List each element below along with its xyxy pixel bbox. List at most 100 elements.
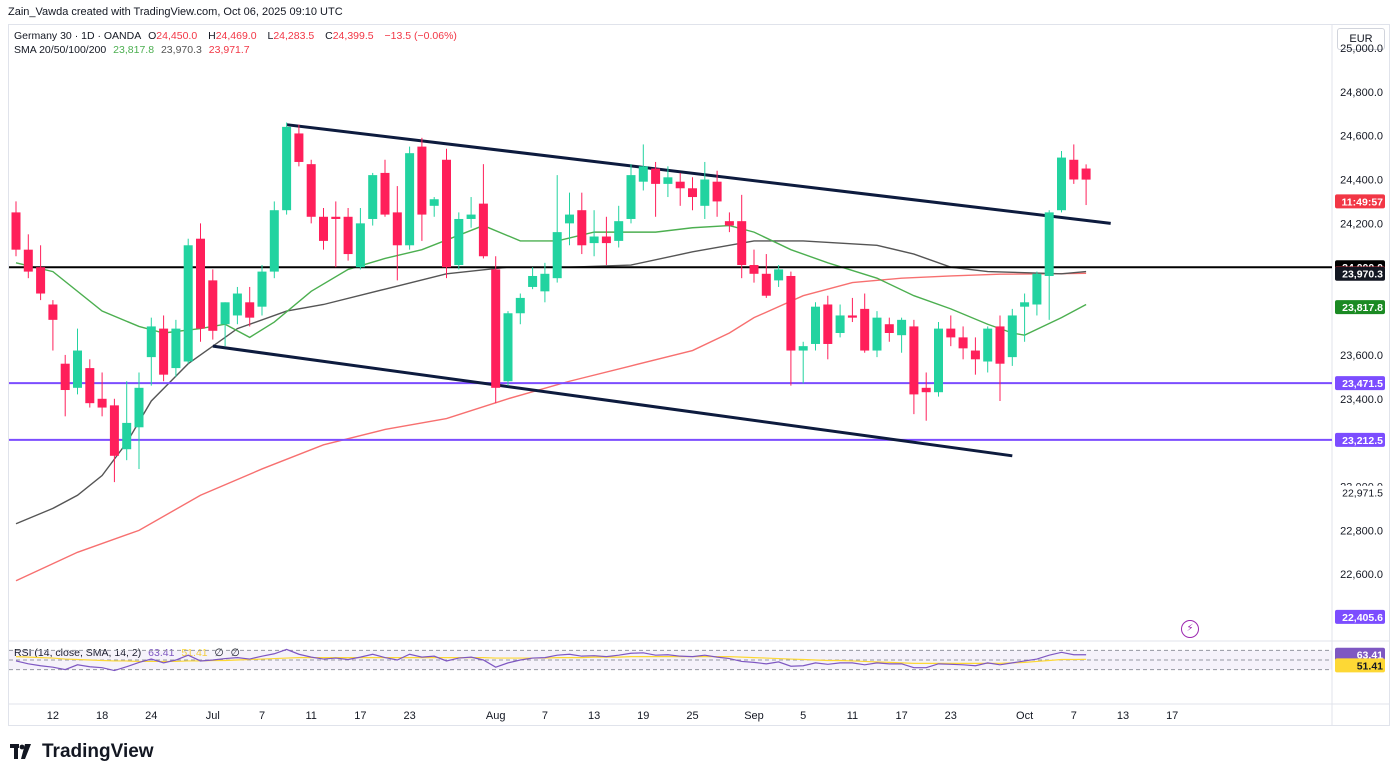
- candle-body: [589, 236, 599, 244]
- candle-body: [343, 216, 353, 255]
- rsi-empty-2: ∅: [231, 647, 240, 659]
- open-label: O: [148, 30, 157, 42]
- candle-body: [232, 293, 242, 316]
- price-label-text: 23,817.8: [1342, 302, 1383, 314]
- candle-body: [638, 166, 648, 182]
- sma50-value: 23,970.3: [160, 44, 202, 56]
- candle-body: [503, 313, 513, 382]
- rsi-value: 63.41: [148, 647, 174, 659]
- candle-body: [811, 306, 820, 344]
- candle-body: [220, 302, 230, 325]
- x-tick-label: 17: [895, 710, 907, 722]
- y-tick-label: 23,600.0: [1340, 350, 1383, 362]
- price-label-text: 23,970.3: [1342, 269, 1383, 281]
- close-value: 24,399.5: [332, 30, 374, 42]
- candle-body: [749, 265, 759, 274]
- price-label-box: [1335, 485, 1385, 500]
- candle-body: [995, 326, 1005, 364]
- candle-body: [688, 188, 697, 198]
- candle-body: [515, 297, 525, 314]
- change-value: −13.5 (−0.06%): [384, 30, 457, 42]
- candle-body: [761, 273, 771, 296]
- x-tick-label: 11: [847, 710, 858, 722]
- sma-label[interactable]: SMA 20/50/100/200: [14, 44, 107, 56]
- candle-body: [442, 159, 451, 268]
- x-tick-label: Aug: [486, 710, 506, 722]
- price-label-text: 11:49:57: [1342, 196, 1384, 208]
- candle-body: [368, 175, 378, 219]
- candle-body: [958, 337, 968, 349]
- x-tick-label: 25: [686, 710, 698, 722]
- candle-body: [23, 249, 33, 272]
- price-label-box: [1335, 266, 1385, 281]
- price-label-text: 23,471.5: [1342, 378, 1383, 390]
- low-value: 24,283.5: [273, 30, 315, 42]
- candle-body: [798, 346, 808, 351]
- currency-selector[interactable]: EUR: [1337, 28, 1385, 50]
- sma20-value: 23,817.8: [113, 44, 155, 56]
- rsi-sma-line: [15, 656, 1087, 664]
- x-tick-label: 13: [1117, 710, 1129, 722]
- candle-body: [429, 199, 439, 206]
- x-tick-label: Oct: [1016, 710, 1033, 722]
- x-tick-label: 11: [305, 710, 316, 722]
- candle-body: [528, 275, 538, 287]
- candle-body: [73, 350, 82, 388]
- y-tick-label: 23,400.0: [1340, 394, 1383, 406]
- candle-body: [146, 326, 156, 358]
- candle-body: [909, 326, 919, 395]
- candle-body: [171, 328, 181, 369]
- candle-body: [897, 319, 907, 336]
- y-tick-label: 24,800.0: [1340, 87, 1383, 99]
- candle-body: [454, 218, 464, 266]
- rsi-sma-label: 51.41: [1357, 660, 1383, 672]
- candle-body: [626, 175, 636, 219]
- candle-body: [552, 232, 562, 279]
- rsi-sma-box: [1335, 658, 1385, 673]
- chart-frame: [8, 24, 1390, 726]
- candle-body: [11, 212, 21, 250]
- x-tick-label: 7: [1071, 710, 1077, 722]
- candle-body: [1007, 315, 1017, 358]
- tradingview-logo: TradingView: [10, 741, 154, 763]
- y-tick-label: 22,600.0: [1340, 569, 1383, 581]
- candle-body: [491, 269, 501, 388]
- close-label: C: [325, 30, 333, 42]
- sma100-line: [15, 272, 1087, 582]
- price-label-box: [1335, 376, 1385, 391]
- channel-lower-line: [212, 344, 1013, 458]
- symbol-name[interactable]: Germany 30 · 1D · OANDA: [14, 30, 142, 42]
- attribution-text: Zain_Vawda created with TradingView.com,…: [8, 6, 343, 18]
- candle-body: [1032, 273, 1042, 305]
- x-tick-label: 24: [145, 710, 157, 722]
- y-tick-label: 24,400.0: [1340, 175, 1383, 187]
- channel-upper-line: [286, 123, 1111, 225]
- x-tick-label: 17: [354, 710, 366, 722]
- candle-body: [786, 275, 796, 351]
- candle-body: [48, 304, 58, 320]
- x-tick-label: 19: [637, 710, 649, 722]
- x-tick-label: 23: [403, 710, 415, 722]
- low-label: L: [267, 30, 274, 42]
- candle-body: [737, 221, 747, 266]
- candle-body: [282, 126, 292, 211]
- candle-body: [577, 210, 587, 246]
- lightning-icon[interactable]: ⚡: [1181, 620, 1199, 638]
- candle-body: [651, 168, 661, 184]
- price-label-text: 22,405.6: [1342, 612, 1383, 624]
- candle-body: [983, 328, 993, 362]
- candle-body: [306, 164, 316, 217]
- x-tick-label: 17: [1166, 710, 1178, 722]
- candle-body: [97, 398, 107, 408]
- brand-name: TradingView: [42, 741, 154, 762]
- candle-body: [208, 280, 218, 331]
- candle-body: [355, 223, 365, 268]
- candle-body: [601, 236, 611, 244]
- x-tick-label: 7: [259, 710, 265, 722]
- x-tick-label: 13: [588, 710, 600, 722]
- candle-body: [847, 315, 857, 318]
- x-tick-label: 18: [96, 710, 108, 722]
- candle-body: [196, 238, 205, 329]
- x-tick-label: 23: [945, 710, 957, 722]
